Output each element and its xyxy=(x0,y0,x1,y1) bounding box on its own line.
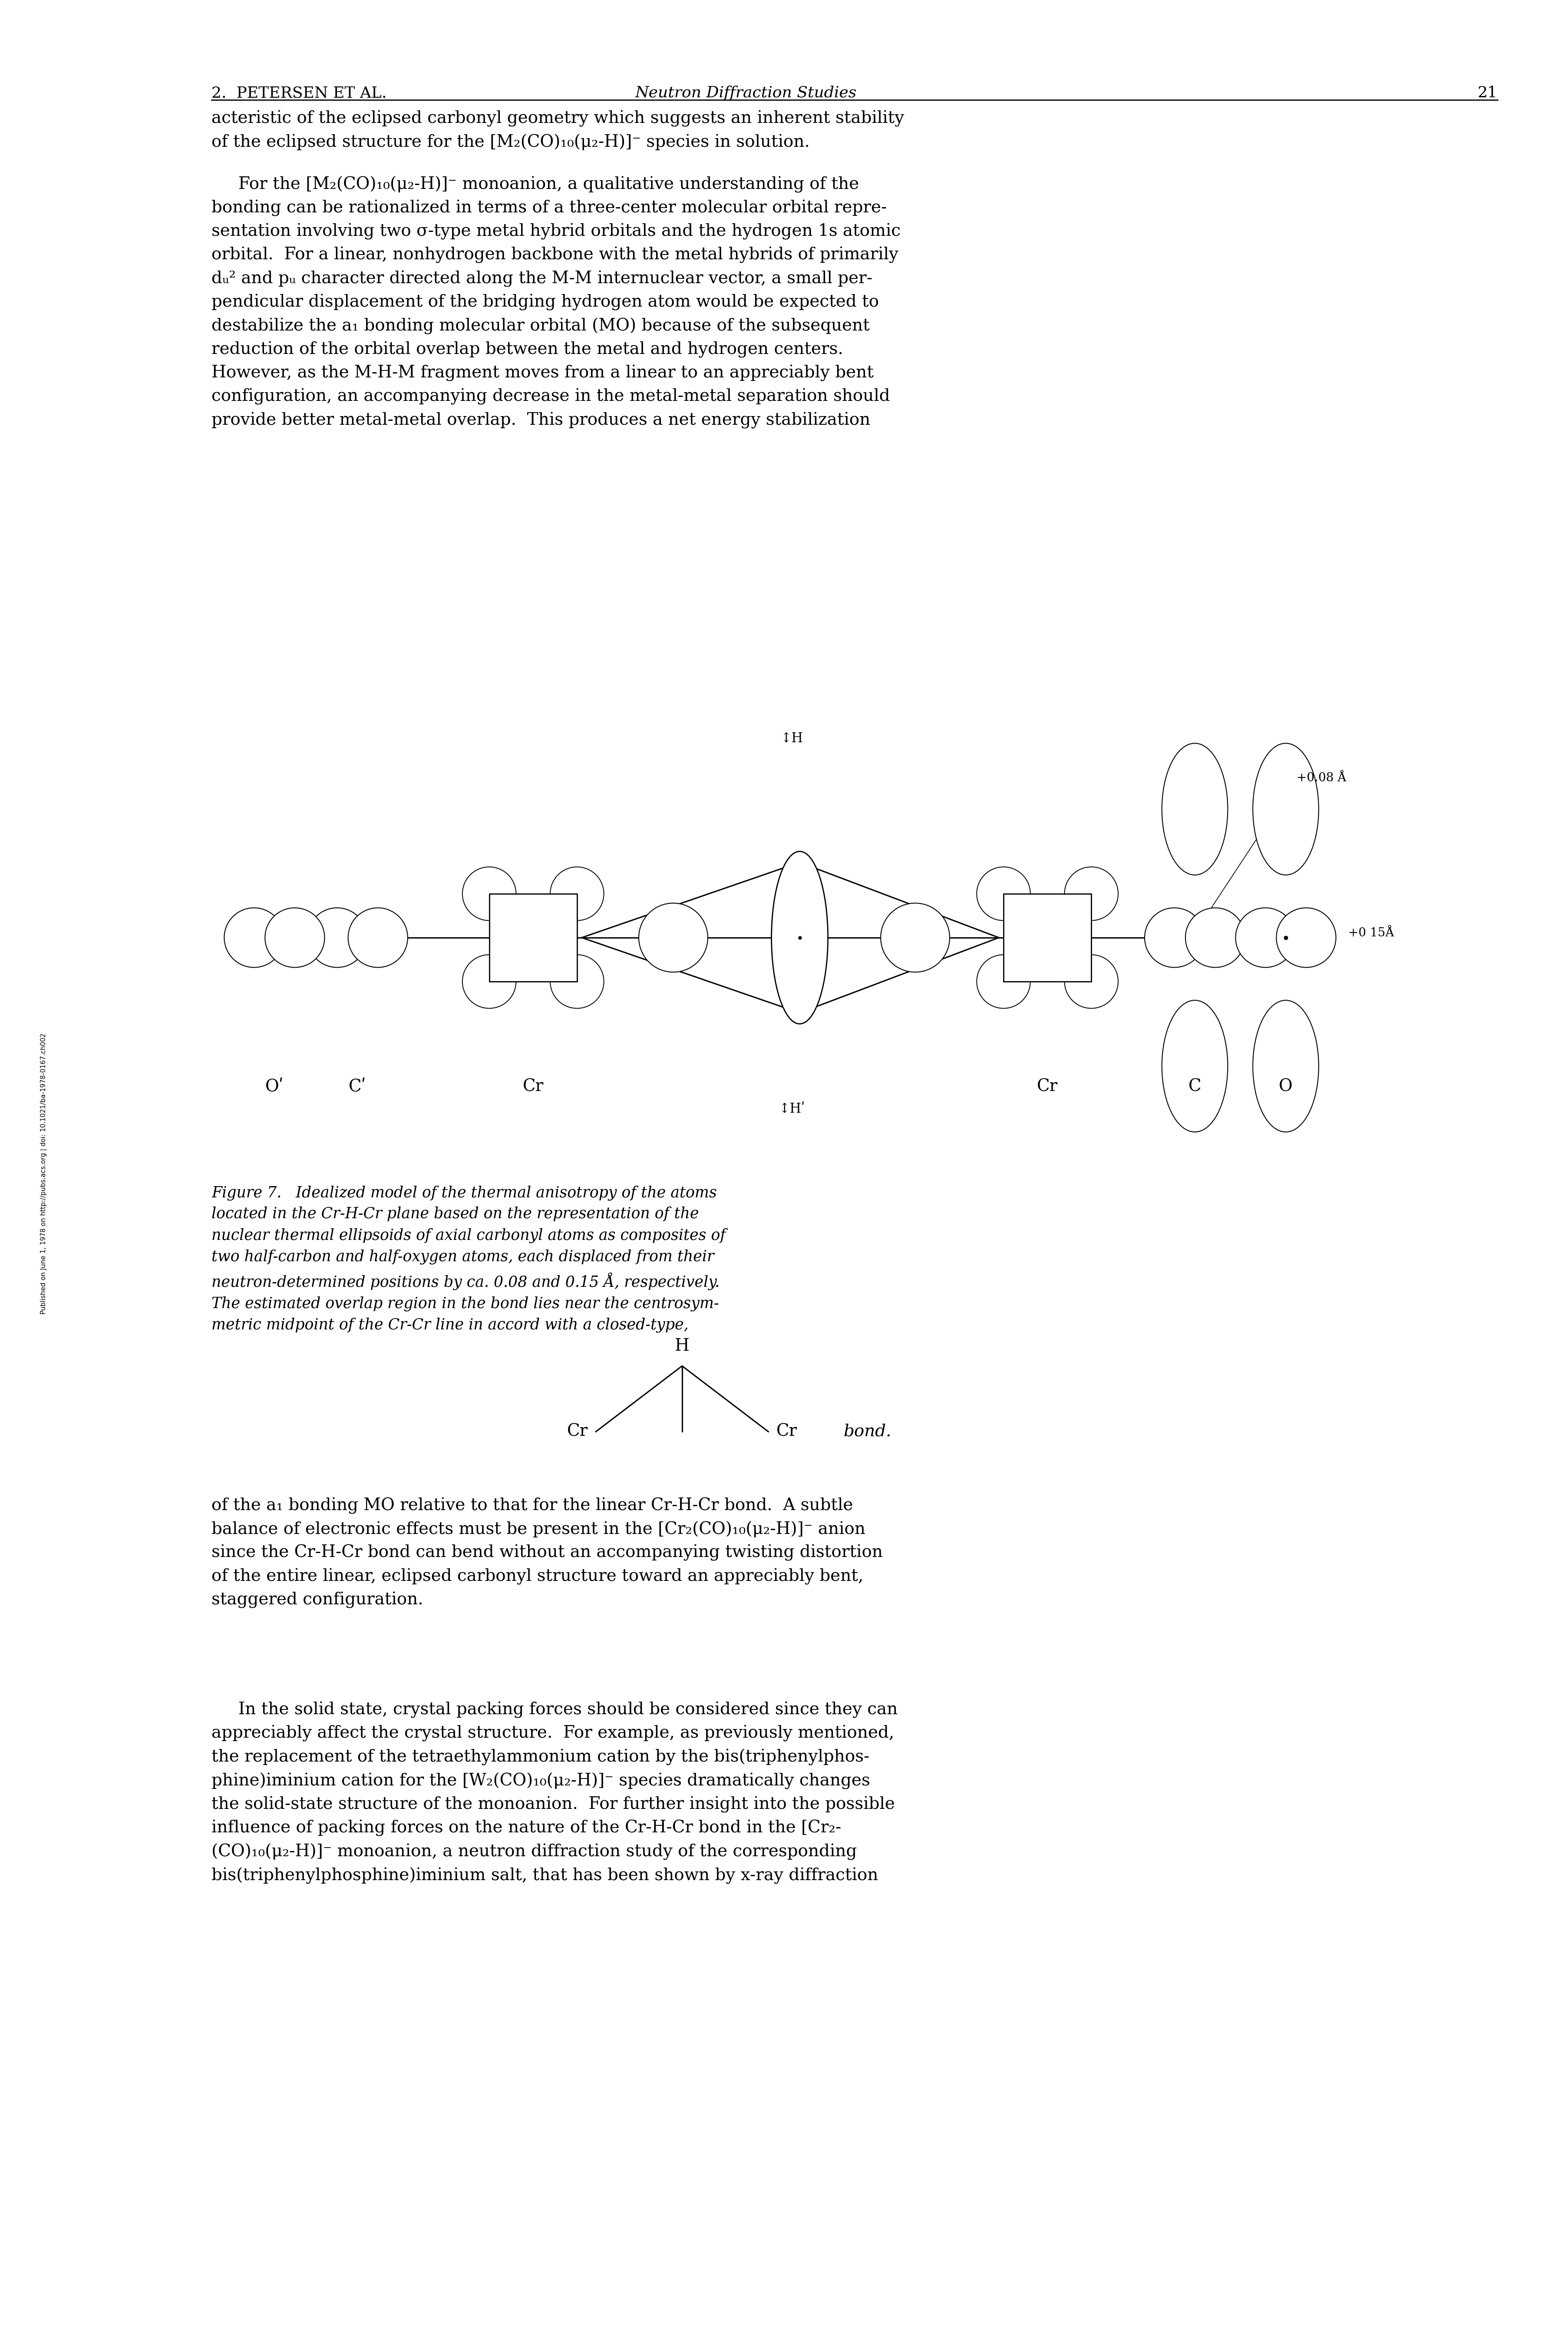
Text: C: C xyxy=(1189,1080,1201,1094)
Text: bond.: bond. xyxy=(844,1425,892,1439)
Bar xyxy=(1004,894,1091,981)
Text: For the [M₂(CO)₁₀(μ₂-H)]⁻ monoanion, a qualitative understanding of the
bonding : For the [M₂(CO)₁₀(μ₂-H)]⁻ monoanion, a q… xyxy=(212,176,902,430)
Ellipse shape xyxy=(1145,908,1204,967)
Ellipse shape xyxy=(463,866,516,920)
Ellipse shape xyxy=(977,955,1030,1009)
Text: H: H xyxy=(674,1338,690,1354)
Text: ↕H: ↕H xyxy=(781,732,803,746)
Ellipse shape xyxy=(463,955,516,1009)
Text: ↕Hʹ: ↕Hʹ xyxy=(779,1103,804,1115)
Ellipse shape xyxy=(771,852,828,1023)
Text: O: O xyxy=(1279,1080,1292,1094)
Text: 2.  PETERSEN ET AL.: 2. PETERSEN ET AL. xyxy=(212,87,387,101)
Text: 21: 21 xyxy=(1477,87,1497,101)
Ellipse shape xyxy=(1162,744,1228,875)
Text: Cr: Cr xyxy=(522,1080,544,1094)
Ellipse shape xyxy=(1276,908,1336,967)
Text: +0 15Å: +0 15Å xyxy=(1348,927,1394,939)
Text: Neutron Diffraction Studies: Neutron Diffraction Studies xyxy=(635,87,856,101)
Ellipse shape xyxy=(881,904,950,972)
Ellipse shape xyxy=(307,908,367,967)
Text: Oʹ: Oʹ xyxy=(265,1080,284,1094)
Ellipse shape xyxy=(1065,955,1118,1009)
Ellipse shape xyxy=(348,908,408,967)
Text: Cr: Cr xyxy=(1036,1080,1058,1094)
Ellipse shape xyxy=(550,955,604,1009)
Text: In the solid state, crystal packing forces should be considered since they can
a: In the solid state, crystal packing forc… xyxy=(212,1702,898,1885)
Ellipse shape xyxy=(224,908,284,967)
Ellipse shape xyxy=(1185,908,1245,967)
Ellipse shape xyxy=(550,866,604,920)
Ellipse shape xyxy=(1253,744,1319,875)
Text: Cr: Cr xyxy=(568,1425,588,1439)
Text: Cr: Cr xyxy=(776,1425,797,1439)
Ellipse shape xyxy=(638,904,707,972)
Ellipse shape xyxy=(977,866,1030,920)
Ellipse shape xyxy=(1162,1000,1228,1131)
Text: of the a₁ bonding MO relative to that for the linear Cr-H-Cr bond.  A subtle
bal: of the a₁ bonding MO relative to that fo… xyxy=(212,1497,883,1608)
Text: Cʹ: Cʹ xyxy=(348,1080,367,1094)
Text: Figure 7.   Idealized model of the thermal anisotropy of the atoms
located in th: Figure 7. Idealized model of the thermal… xyxy=(212,1185,726,1333)
Text: Published on June 1, 1978 on http://pubs.acs.org | doi: 10.1021/ba-1978-0167.ch0: Published on June 1, 1978 on http://pubs… xyxy=(41,1033,47,1314)
Ellipse shape xyxy=(1236,908,1295,967)
Ellipse shape xyxy=(1065,866,1118,920)
Bar xyxy=(489,894,577,981)
Text: +0.08 Å: +0.08 Å xyxy=(1297,772,1347,784)
Ellipse shape xyxy=(1253,1000,1319,1131)
Ellipse shape xyxy=(265,908,325,967)
Text: acteristic of the eclipsed carbonyl geometry which suggests an inherent stabilit: acteristic of the eclipsed carbonyl geom… xyxy=(212,110,905,150)
